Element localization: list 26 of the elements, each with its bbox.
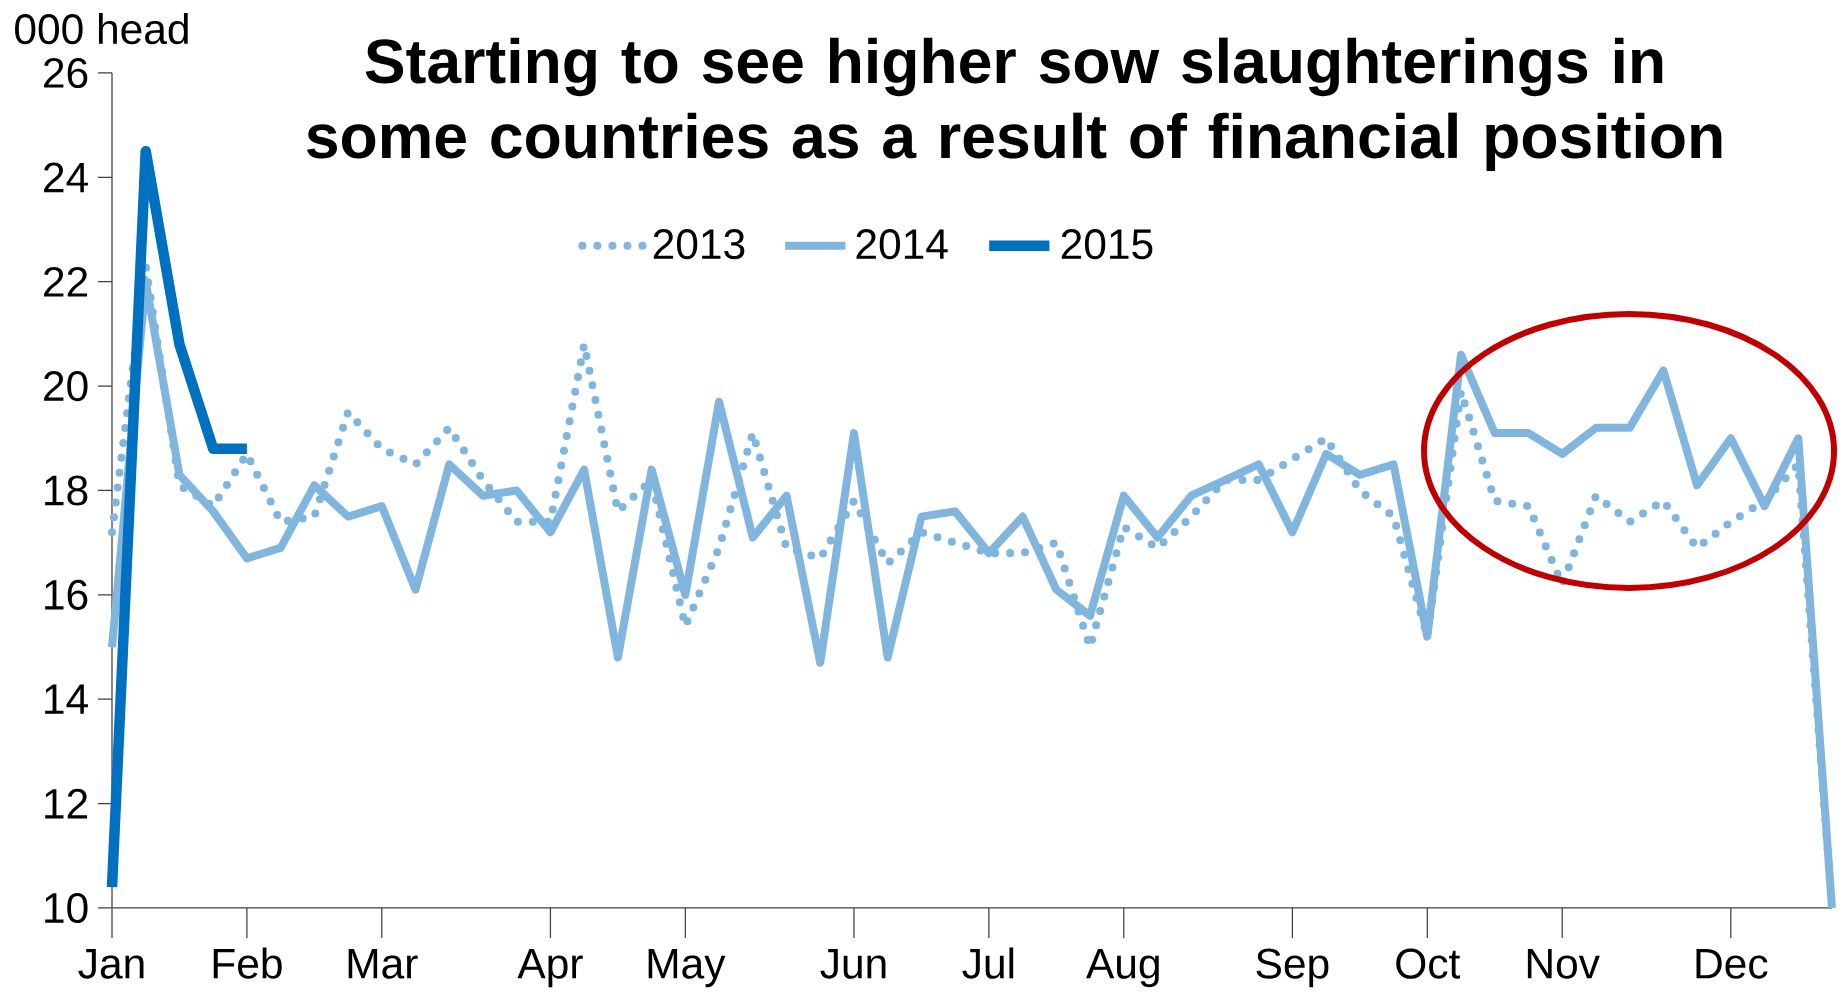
y-tick-label: 20 <box>44 371 88 402</box>
legend-label: 2015 <box>1061 229 1153 260</box>
x-tick-label: Jan <box>78 949 144 979</box>
x-tick-label: May <box>648 949 726 988</box>
x-tick-label: Jun <box>820 949 886 979</box>
x-tick-label: Mar <box>348 949 418 979</box>
x-tick-label: Oct <box>1396 948 1461 979</box>
x-tick-label: Sep <box>1256 948 1329 988</box>
chart-title: Starting to see higher sow slaughterings in some countries as a result of financial position <box>306 37 1722 171</box>
x-tick-label: Jul <box>962 947 1014 979</box>
y-tick-label: 26 <box>44 57 88 89</box>
legend-label: 2014 <box>856 229 948 260</box>
y-axis-title: 000 head <box>15 13 188 45</box>
y-tick-label: 18 <box>45 475 88 506</box>
x-tick-label: Apr <box>517 949 583 988</box>
y-tick-label: 24 <box>44 162 88 193</box>
x-tick-label: Dec <box>1696 949 1768 979</box>
y-tick-label: 12 <box>45 788 88 819</box>
y-tick-label: 16 <box>45 579 88 610</box>
x-tick-label: Feb <box>213 947 282 979</box>
y-tick-label: 10 <box>45 892 88 924</box>
x-tick-label: Aug <box>1086 949 1159 988</box>
y-tick-label: 22 <box>44 266 88 297</box>
x-tick-label: Nov <box>1527 949 1600 979</box>
y-tick-label: 14 <box>45 684 88 714</box>
legend-label: 2013 <box>653 229 745 260</box>
